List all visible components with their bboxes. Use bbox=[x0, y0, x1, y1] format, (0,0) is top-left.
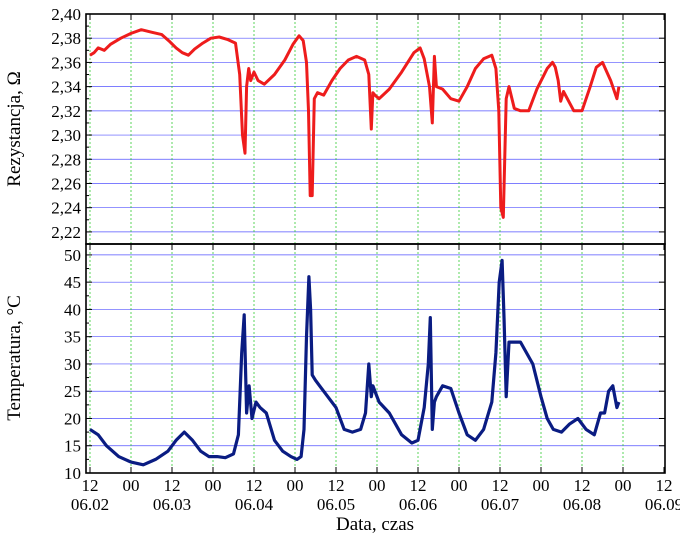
x-date-tick-label: 06.04 bbox=[235, 495, 274, 514]
temperature-series-line bbox=[89, 258, 621, 467]
resistance-y-tick-label: 2,40 bbox=[51, 5, 81, 24]
x-axis-title: Data, czas bbox=[336, 514, 414, 535]
x-hour-tick-label: 00 bbox=[123, 476, 140, 495]
temperature-y-tick-label: 10 bbox=[64, 464, 81, 483]
x-hour-tick-label: 00 bbox=[369, 476, 386, 495]
top-panel-frame bbox=[85, 13, 666, 245]
x-hour-tick-label: 00 bbox=[287, 476, 304, 495]
top-y-axis: 2,22 2,24 2,26 2,28 2,30 2,32 2,34 2,36 2,38 2,40 bbox=[51, 5, 665, 242]
resistance-y-tick-label: 2,22 bbox=[51, 223, 81, 242]
x-date-tick-label: 06.05 bbox=[317, 495, 355, 514]
x-date-tick-label: 06.03 bbox=[153, 495, 191, 514]
temperature-y-tick-label: 15 bbox=[64, 437, 81, 456]
x-hour-tick-label: 12 bbox=[82, 476, 99, 495]
bottom-panel-frame bbox=[85, 243, 666, 474]
temperature-y-tick-label: 45 bbox=[64, 273, 81, 292]
x-date-tick-label: 06.02 bbox=[71, 495, 109, 514]
x-hour-tick-label: 12 bbox=[656, 476, 673, 495]
x-date-tick-label: 06.08 bbox=[563, 495, 601, 514]
x-date-tick-label: 06.06 bbox=[399, 495, 437, 514]
x-hour-tick-label: 12 bbox=[492, 476, 509, 495]
x-hour-tick-label: 12 bbox=[410, 476, 427, 495]
resistance-y-tick-label: 2,24 bbox=[51, 199, 81, 218]
resistance-y-tick-label: 2,36 bbox=[51, 53, 81, 72]
top-panel-grid bbox=[86, 14, 665, 244]
resistance-y-tick-label: 2,28 bbox=[51, 150, 81, 169]
temperature-y-tick-label: 35 bbox=[64, 328, 81, 347]
bottom-y-axis: 10 15 20 25 30 35 40 45 50 bbox=[64, 246, 665, 483]
bottom-y-axis-title: Temperatura, °C bbox=[4, 295, 25, 421]
x-hour-tick-label: 00 bbox=[615, 476, 632, 495]
resistance-y-tick-label: 2,30 bbox=[51, 126, 81, 145]
temperature-y-tick-label: 25 bbox=[64, 382, 81, 401]
temperature-y-tick-label: 30 bbox=[64, 355, 81, 374]
resistance-y-tick-label: 2,34 bbox=[51, 78, 81, 97]
x-hour-tick-label: 12 bbox=[164, 476, 181, 495]
x-date-tick-label: 06.07 bbox=[481, 495, 520, 514]
top-y-axis-title: Rezystancja, Ω bbox=[4, 71, 25, 186]
bottom-panel-grid bbox=[86, 244, 665, 473]
temperature-y-tick-label: 50 bbox=[64, 246, 81, 265]
x-hour-tick-label: 00 bbox=[533, 476, 550, 495]
x-hour-tick-label: 12 bbox=[574, 476, 591, 495]
resistance-y-tick-label: 2,26 bbox=[51, 174, 81, 193]
x-hour-tick-label: 00 bbox=[205, 476, 222, 495]
resistance-series-line bbox=[89, 28, 621, 219]
temperature-y-tick-label: 20 bbox=[64, 409, 81, 428]
x-hour-tick-label: 12 bbox=[328, 476, 345, 495]
resistance-y-tick-label: 2,38 bbox=[51, 29, 81, 48]
resistance-y-tick-label: 2,32 bbox=[51, 102, 81, 121]
x-hour-tick-label: 00 bbox=[451, 476, 468, 495]
x-date-tick-label: 06.09 bbox=[645, 495, 680, 514]
temperature-y-tick-label: 40 bbox=[64, 300, 81, 319]
x-hour-tick-label: 12 bbox=[246, 476, 263, 495]
